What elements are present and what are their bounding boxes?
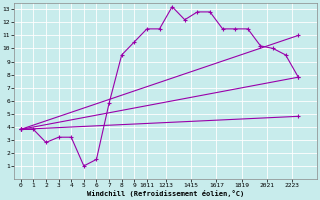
X-axis label: Windchill (Refroidissement éolien,°C): Windchill (Refroidissement éolien,°C) xyxy=(87,190,244,197)
